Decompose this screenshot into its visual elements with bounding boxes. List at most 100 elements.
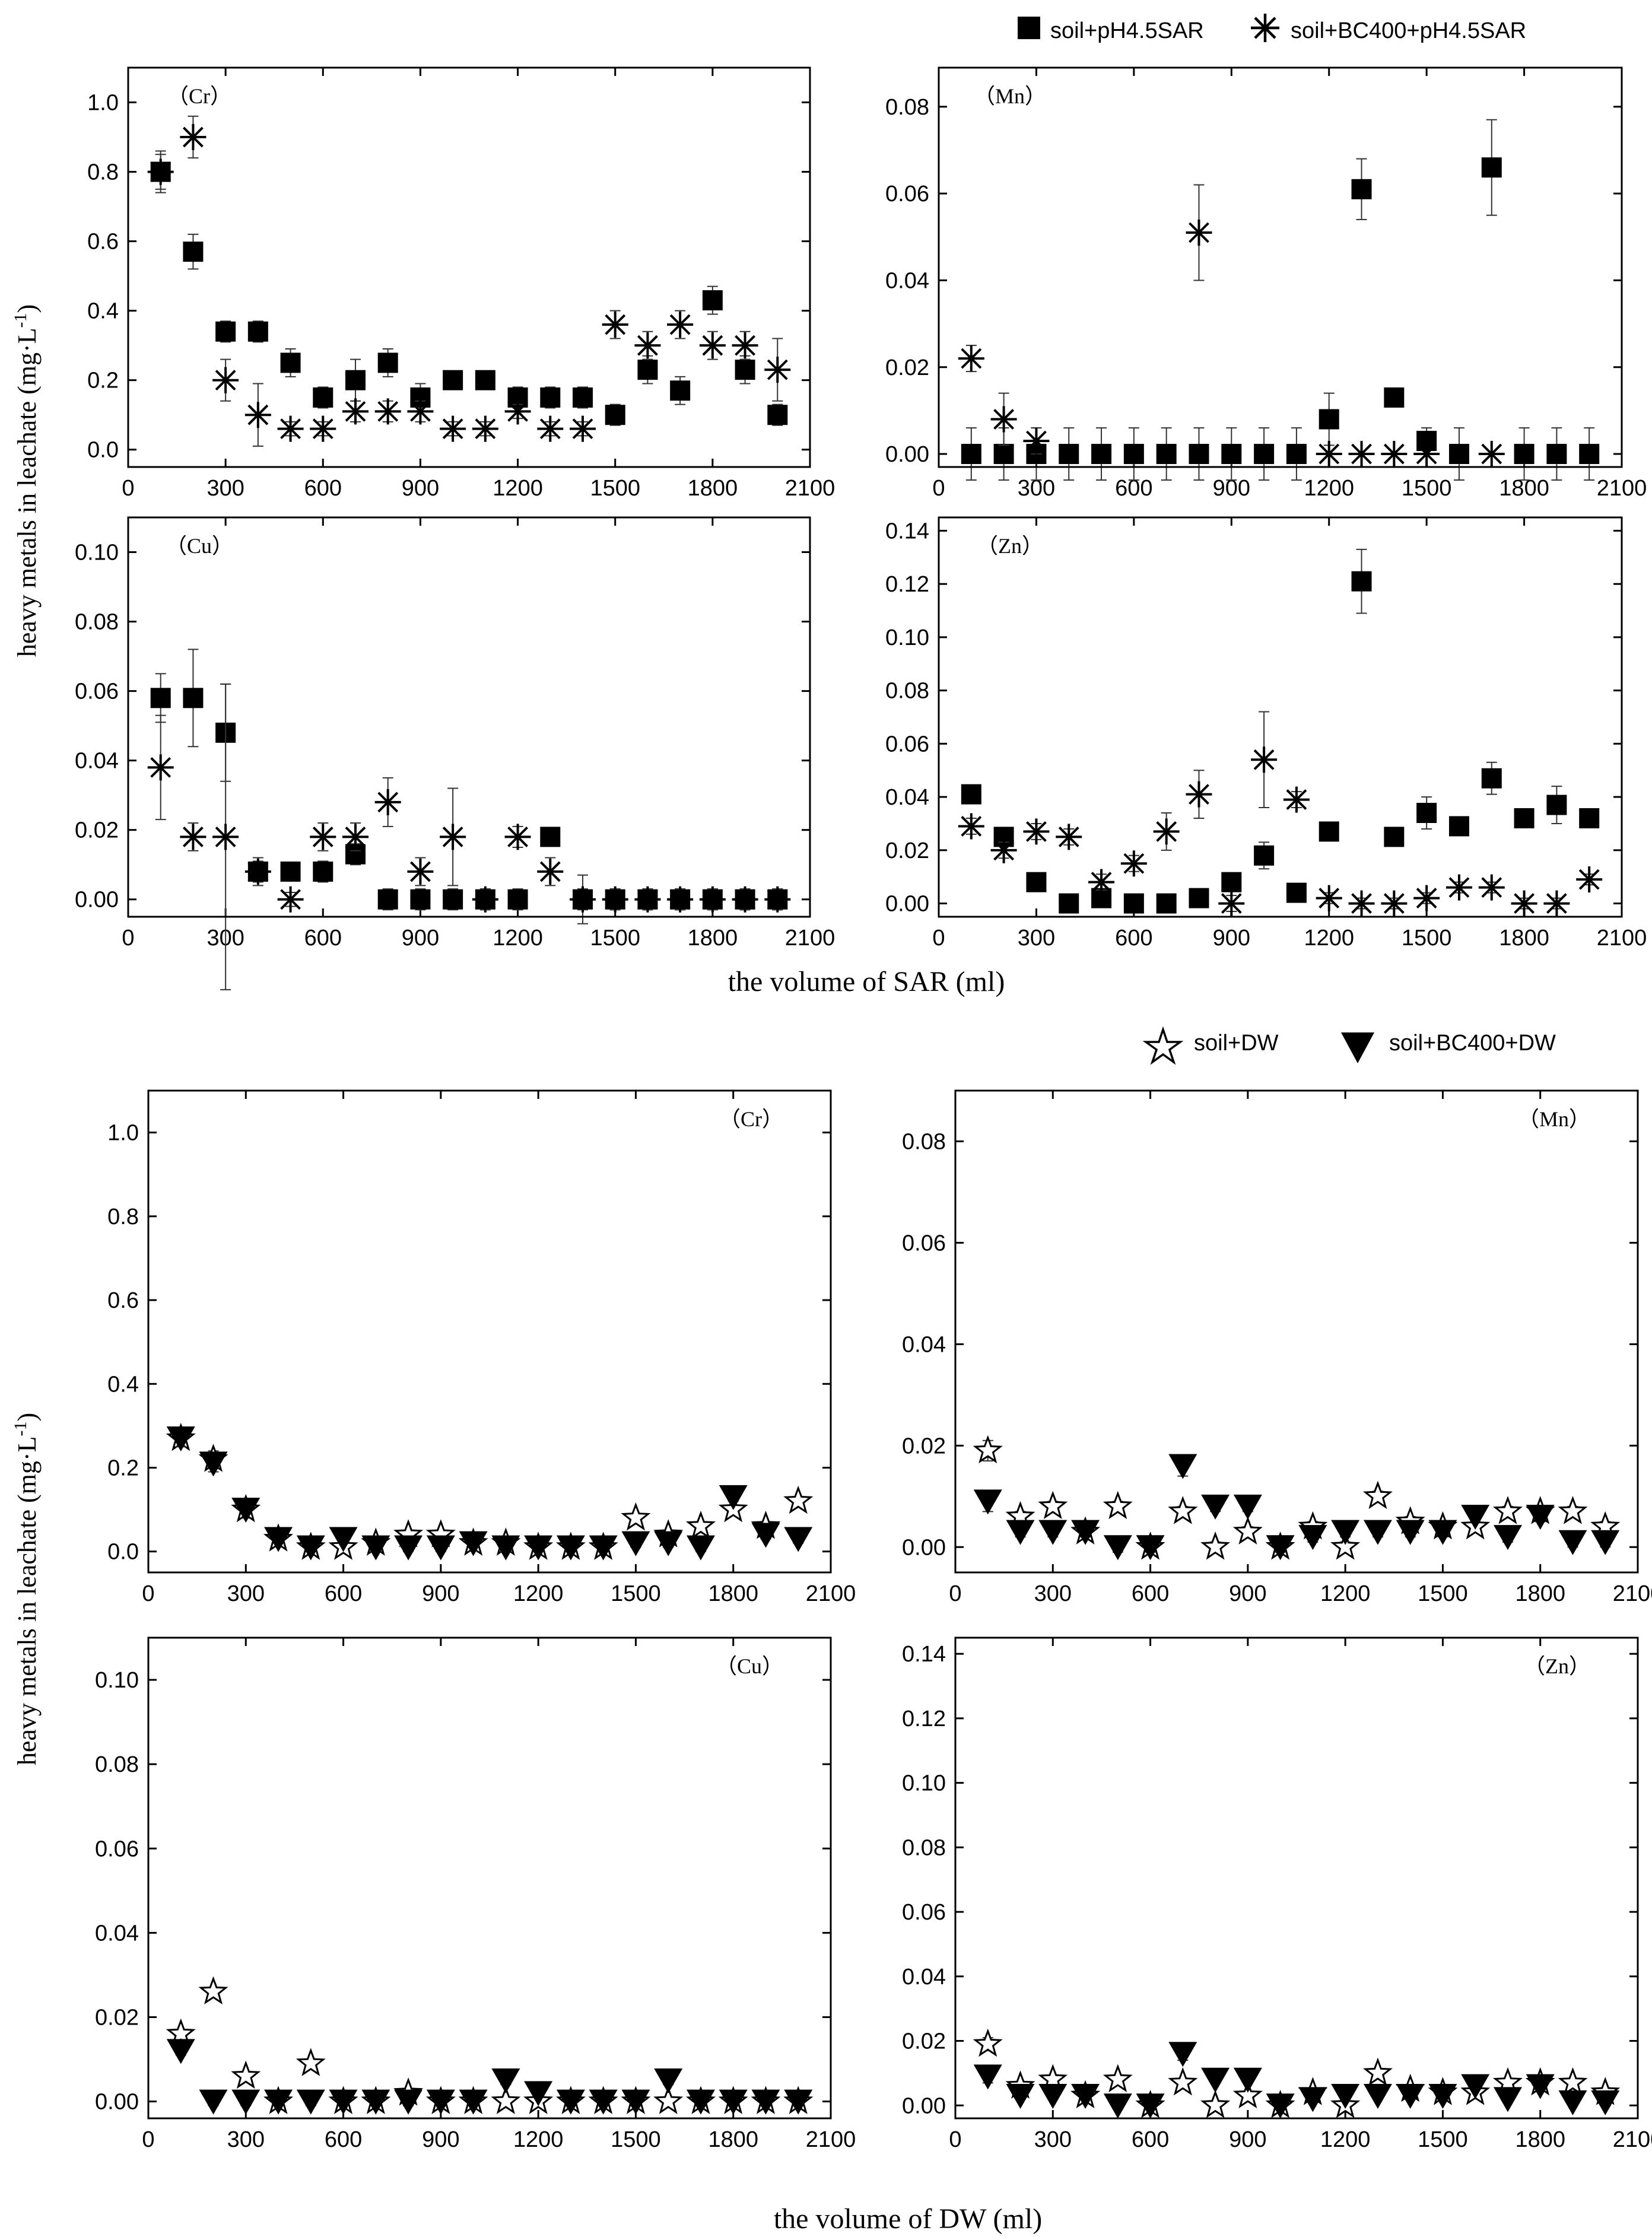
data-point-triangle bbox=[1396, 1520, 1425, 1545]
asterisk-stroke bbox=[1058, 826, 1079, 847]
asterisk-stroke bbox=[280, 889, 301, 910]
data-point-asterisk bbox=[667, 312, 694, 338]
data-point-square bbox=[1286, 444, 1307, 465]
data-point-asterisk bbox=[634, 886, 661, 913]
asterisk-stroke bbox=[442, 418, 463, 440]
y-tick-label: 0.10 bbox=[75, 541, 119, 565]
asterisk-stroke bbox=[150, 161, 171, 182]
x-tick-label: 0 bbox=[142, 1581, 154, 1606]
y-tick-label: 0.08 bbox=[95, 1752, 139, 1777]
x-tick-label: 1200 bbox=[1320, 2127, 1371, 2152]
data-point-triangle bbox=[1201, 2067, 1230, 2093]
data-point-square bbox=[1481, 768, 1502, 789]
data-point-triangle bbox=[361, 1535, 390, 1561]
data-point-asterisk bbox=[504, 398, 531, 425]
data-point-square bbox=[150, 688, 171, 708]
data-point-square bbox=[1254, 444, 1275, 465]
asterisk-stroke bbox=[993, 409, 1015, 430]
data-point-square bbox=[1546, 444, 1567, 465]
y-tick-label: 0.14 bbox=[885, 519, 929, 544]
data-point-triangle bbox=[556, 2089, 585, 2115]
data-point-square bbox=[183, 242, 204, 262]
data-point-asterisk bbox=[1153, 818, 1180, 845]
y-tick-label: 0.0 bbox=[107, 1540, 139, 1565]
data-point-asterisk bbox=[472, 415, 498, 442]
legend-dw-series-2: soil+BC400+DW bbox=[1389, 1031, 1556, 1056]
x-tick-label: 1800 bbox=[688, 476, 738, 501]
data-point-triangle bbox=[1298, 1525, 1327, 1550]
y-tick-label: 0.12 bbox=[902, 1707, 946, 1731]
asterisk-stroke bbox=[345, 401, 366, 422]
asterisk-stroke bbox=[1253, 749, 1275, 770]
panel-title: （Mn） bbox=[1518, 1107, 1590, 1131]
asterisk-stroke bbox=[1416, 443, 1437, 465]
asterisk-stroke bbox=[605, 314, 626, 335]
data-point-asterisk bbox=[634, 332, 661, 359]
data-point-square bbox=[1189, 444, 1209, 465]
data-point-star bbox=[685, 1511, 716, 1539]
y-tick-label: 0.02 bbox=[95, 2005, 139, 2030]
chart-panel-1: 0 300 600 900 1200 1500 1800 2100 0.0 0.2 0.4 0.6 0.… bbox=[87, 66, 835, 501]
chart-panel-4: 0 300 600 900 1200 1500 1800 2100 0.00 0.02 0.04 0.… bbox=[885, 516, 1647, 951]
data-point-triangle bbox=[1038, 1520, 1068, 1545]
data-point-star bbox=[1330, 1531, 1361, 1560]
data-point-triangle bbox=[264, 2089, 293, 2115]
asterisk-stroke bbox=[1578, 869, 1600, 890]
x-tick-label: 900 bbox=[1229, 1581, 1266, 1606]
data-point-star bbox=[198, 1976, 228, 2005]
data-point-square bbox=[993, 444, 1014, 465]
asterisk-stroke bbox=[1351, 443, 1372, 465]
data-point-asterisk bbox=[277, 886, 304, 913]
data-point-asterisk bbox=[1186, 781, 1212, 808]
x-tick-label: 1500 bbox=[611, 1581, 661, 1606]
data-point-triangle bbox=[556, 1535, 585, 1561]
asterisk-stroke bbox=[605, 889, 626, 910]
x-tick-label: 600 bbox=[304, 926, 342, 951]
x-tick-label: 2100 bbox=[1597, 476, 1647, 501]
x-tick-label: 1200 bbox=[513, 1581, 564, 1606]
data-point-triangle bbox=[524, 1535, 553, 1561]
data-point-asterisk bbox=[147, 158, 174, 185]
y-tick-label: 0.02 bbox=[902, 2029, 946, 2054]
asterisk-stroke bbox=[345, 826, 366, 847]
data-point-star bbox=[231, 2060, 261, 2089]
x-tick-label: 1200 bbox=[513, 2127, 564, 2152]
x-tick-label: 2100 bbox=[1597, 926, 1647, 951]
data-point-asterisk bbox=[310, 415, 336, 442]
data-point-triangle bbox=[1526, 2074, 1555, 2099]
data-point-asterisk bbox=[180, 124, 206, 151]
x-tick-label: 2100 bbox=[806, 1581, 856, 1606]
x-tick-label: 600 bbox=[325, 1581, 362, 1606]
data-point-triangle bbox=[231, 1498, 260, 1523]
data-point-triangle bbox=[1591, 2090, 1620, 2115]
y-tick-label: 0.10 bbox=[902, 1771, 946, 1796]
x-tick-label: 600 bbox=[1115, 926, 1152, 951]
x-tick-label: 1200 bbox=[1304, 926, 1354, 951]
panel-title: （Cu） bbox=[166, 534, 233, 558]
asterisk-stroke bbox=[1026, 821, 1047, 842]
asterisk-stroke bbox=[215, 826, 236, 847]
asterisk-stroke bbox=[1448, 877, 1470, 898]
y-tick-label: 0.2 bbox=[107, 1456, 139, 1480]
data-point-asterisk bbox=[1218, 890, 1245, 917]
x-tick-label: 2100 bbox=[785, 926, 835, 951]
y-tick-label: 0.08 bbox=[902, 1835, 946, 1860]
asterisk-stroke bbox=[1026, 430, 1047, 452]
data-point-asterisk bbox=[440, 415, 466, 442]
asterisk-stroke bbox=[1481, 877, 1502, 898]
data-point-asterisk bbox=[472, 886, 498, 913]
data-point-triangle bbox=[264, 1527, 293, 1552]
data-point-star bbox=[653, 2086, 684, 2114]
panel-title: （Cr） bbox=[719, 1107, 783, 1131]
data-point-square bbox=[1221, 872, 1242, 892]
data-point-square bbox=[1384, 827, 1405, 847]
legend-sar-series-2: soil+BC400+pH4.5SAR bbox=[1291, 18, 1526, 43]
y-tick-label: 0.00 bbox=[885, 442, 929, 467]
y-tick-label: 0.08 bbox=[885, 679, 929, 704]
data-point-asterisk bbox=[147, 754, 174, 781]
x-tick-label: 0 bbox=[122, 926, 134, 951]
asterisk-stroke bbox=[735, 335, 755, 356]
data-point-square bbox=[1026, 872, 1047, 892]
asterisk-stroke bbox=[1481, 443, 1502, 465]
